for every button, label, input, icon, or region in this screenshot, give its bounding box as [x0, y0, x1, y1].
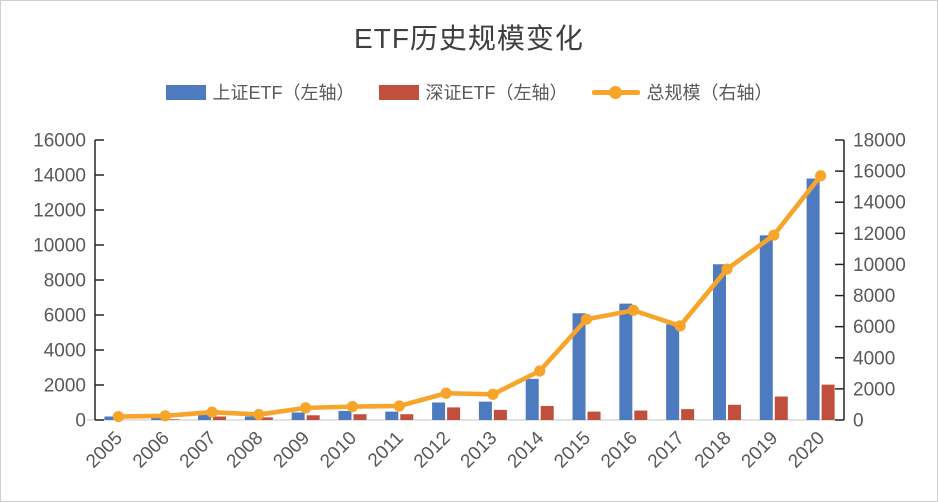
chart-title: ETF历史规模变化 [354, 23, 584, 54]
x-axis-label-2013: 2013 [457, 428, 502, 473]
x-axis-label-2012: 2012 [410, 428, 455, 473]
y-axis-right-tick-label: 14000 [853, 193, 906, 214]
line-marker-2017 [674, 320, 686, 332]
x-axis-label-2008: 2008 [223, 428, 268, 473]
x-axis-label-2009: 2009 [269, 428, 314, 473]
y-axis-right-tick-label: 12000 [853, 224, 906, 245]
line-marker-2005 [112, 410, 125, 423]
y-axis-left-tick-label: 2000 [44, 376, 86, 397]
y-axis-right-tick-label: 16000 [853, 162, 906, 183]
y-axis-left-tick-label: 12000 [33, 201, 86, 222]
y-axis-left-tick-label: 8000 [44, 271, 86, 292]
y-axis-left-tick-label: 10000 [33, 236, 86, 257]
bar-shenzhen-2018 [727, 404, 741, 420]
x-axis-label-2014: 2014 [504, 427, 549, 472]
line-marker-2009 [300, 402, 312, 414]
y-axis-right-tick-label: 4000 [853, 348, 895, 369]
line-marker-2014 [534, 365, 546, 377]
bar-shanghai-2012 [432, 402, 446, 420]
y-axis-left-tick-label: 16000 [33, 131, 86, 152]
bar-shanghai-2011 [385, 411, 399, 420]
y-axis-right-tick-label: 10000 [853, 255, 906, 276]
bar-shanghai-2007 [198, 414, 212, 420]
line-marker-2006 [159, 410, 171, 422]
legend-label-total: 总规模（右轴） [646, 83, 773, 103]
y-axis-left-tick-label: 6000 [44, 306, 86, 327]
line-marker-2012 [440, 387, 452, 399]
line-marker-2018 [721, 263, 733, 275]
y-axis-right-tick-label: 0 [853, 411, 864, 432]
bar-shanghai-2017 [666, 324, 680, 420]
y-axis-left-tick-label: 4000 [44, 341, 86, 362]
bar-shenzhen-2017 [681, 409, 695, 420]
legend-swatch-shenzhen-bar-icon [378, 84, 419, 100]
bar-shenzhen-2011 [400, 414, 414, 420]
legend-label-shenzhen: 深证ETF（左轴） [425, 83, 568, 103]
line-marker-2019 [768, 229, 780, 241]
x-axis-label-2019: 2019 [738, 428, 783, 473]
legend: 上证ETF（左轴） 深证ETF（左轴） 总规模（右轴） [1, 79, 937, 105]
x-axis-label-2020: 2020 [784, 428, 829, 473]
bar-shenzhen-2010 [353, 414, 367, 420]
line-marker-2008 [253, 408, 265, 421]
bar-shanghai-2019 [759, 235, 773, 420]
legend-swatch-total-line-icon [591, 85, 640, 100]
x-axis-label-2017: 2017 [644, 428, 689, 473]
line-total [116, 173, 823, 419]
x-axis-label-2015: 2015 [550, 428, 595, 473]
bar-shanghai-2010 [338, 410, 352, 420]
line-marker-2020 [814, 170, 827, 182]
bar-shenzhen-2008 [259, 417, 273, 420]
x-axis-label-2006: 2006 [129, 428, 174, 473]
y-axis-right-tick-label: 8000 [853, 286, 895, 307]
bar-shenzhen-2013 [493, 409, 507, 420]
x-axis-label-2010: 2010 [316, 428, 361, 473]
line-marker-2007 [206, 406, 218, 418]
bar-shenzhen-2006 [166, 419, 180, 420]
x-axis-label-2016: 2016 [597, 428, 642, 473]
bar-shenzhen-2009 [306, 415, 320, 420]
bar-shenzhen-2014 [540, 406, 554, 420]
line-marker-2010 [346, 401, 359, 413]
bar-shanghai-2015 [572, 313, 586, 420]
x-axis-label-2018: 2018 [691, 428, 736, 473]
bar-shanghai-2009 [291, 412, 305, 420]
y-axis-left-tick-label: 0 [75, 411, 86, 432]
bar-shenzhen-2019 [774, 396, 788, 420]
legend-item-shenzhen-etf: 深证ETF（左轴） [378, 79, 568, 105]
bar-shanghai-2013 [478, 401, 492, 420]
legend-item-shanghai-etf: 上证ETF（左轴） [165, 79, 355, 105]
legend-label-shanghai: 上证ETF（左轴） [212, 83, 355, 103]
bar-shanghai-2008 [244, 416, 258, 420]
bar-shanghai-2020 [806, 178, 820, 420]
line-marker-2016 [627, 304, 639, 316]
bar-shenzhen-2020 [821, 384, 835, 420]
bar-shanghai-2005 [104, 416, 118, 420]
line-marker-2013 [487, 388, 499, 400]
bar-shanghai-2018 [712, 264, 726, 420]
x-axis-label-2005: 2005 [82, 428, 127, 473]
line-marker-2015 [580, 313, 593, 325]
line-marker-2011 [393, 400, 405, 412]
x-axis-label-2007: 2007 [176, 428, 221, 473]
bar-shanghai-2016 [619, 303, 633, 420]
y-axis-right-tick-label: 2000 [853, 379, 895, 400]
bar-shenzhen-2012 [447, 407, 461, 420]
legend-swatch-shanghai-bar-icon [165, 84, 206, 100]
y-axis-right-tick-label: 6000 [853, 317, 895, 338]
bar-shanghai-2014 [525, 378, 539, 420]
bar-shenzhen-2016 [634, 410, 648, 420]
y-axis-left-tick-label: 14000 [33, 166, 86, 187]
legend-item-total: 总规模（右轴） [591, 79, 773, 105]
x-axis-label-2011: 2011 [364, 428, 408, 472]
bar-shenzhen-2015 [587, 411, 601, 420]
bar-shenzhen-2007 [213, 416, 227, 420]
y-axis-right-tick-label: 18000 [853, 131, 906, 152]
